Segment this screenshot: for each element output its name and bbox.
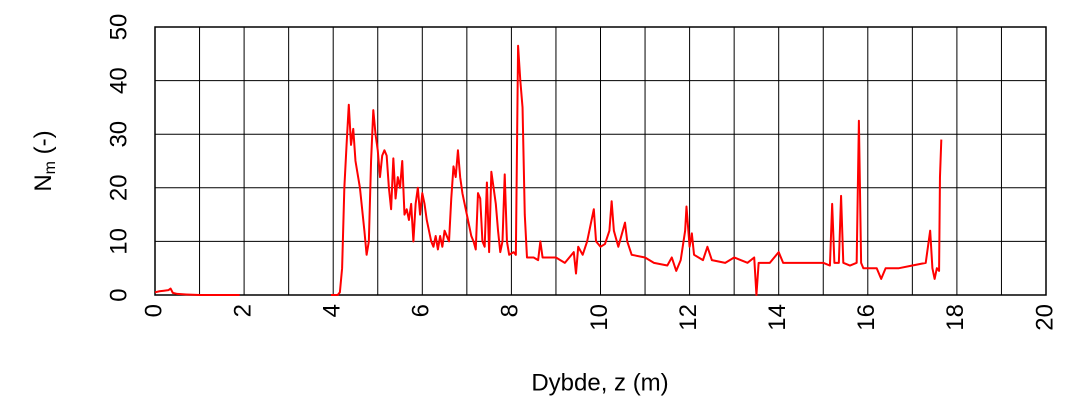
x-tick-label: 8	[497, 304, 524, 317]
y-tick-label: 30	[105, 121, 132, 148]
x-tick-label: 0	[140, 304, 167, 317]
y-label-main: N	[30, 174, 57, 191]
y-axis-label: Nm (-)	[30, 130, 59, 191]
data-line	[154, 44, 943, 296]
y-label-sub: m	[42, 161, 59, 174]
y-label-unit: (-)	[30, 130, 57, 161]
x-tick-label: 14	[764, 304, 791, 331]
x-tick-label: 12	[675, 304, 702, 331]
x-tick-label: 18	[942, 304, 969, 331]
x-tick-label: 10	[586, 304, 613, 331]
y-tick-label: 40	[105, 67, 132, 94]
y-tick-label: 20	[105, 174, 132, 201]
x-tick-label: 20	[1031, 304, 1058, 331]
x-tick-label: 4	[319, 304, 346, 317]
x-tick-label: 6	[408, 304, 435, 317]
x-tick-label: 16	[853, 304, 880, 331]
x-tick-label: 2	[229, 304, 256, 317]
x-axis-label: Dybde, z (m)	[531, 369, 668, 396]
y-tick-label: 0	[105, 288, 132, 301]
y-tick-label: 10	[105, 228, 132, 255]
y-tick-label: 50	[105, 14, 132, 41]
